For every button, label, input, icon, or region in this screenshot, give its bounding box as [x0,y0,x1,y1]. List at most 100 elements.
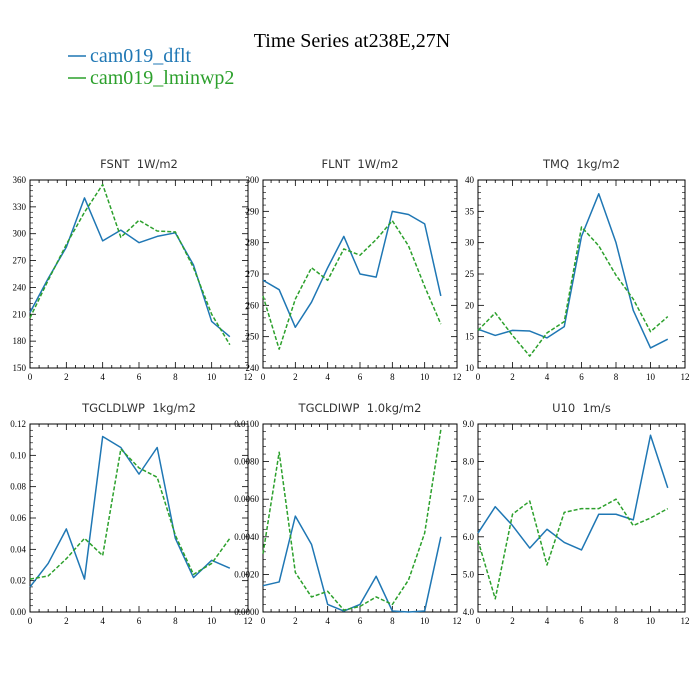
legend-label: cam019_lminwp2 [90,67,234,89]
y-tick-label: 0.04 [10,544,26,554]
y-tick-label: 360 [13,175,27,185]
x-tick-label: 12 [453,372,462,382]
series-line-cam019_lminwp2 [29,448,231,580]
x-tick-label: 0 [261,616,266,626]
x-tick-label: 2 [64,616,69,626]
y-tick-label: 270 [13,256,27,266]
y-tick-label: 330 [13,202,27,212]
x-tick-label: 10 [646,372,656,382]
x-tick-label: 0 [28,616,33,626]
x-tick-label: 10 [420,616,430,626]
y-tick-label: 0.02 [10,576,26,586]
y-tick-label: 0.0080 [234,457,259,467]
chart-panel: FSNT 1W/m2 0 2 4 6 8 10 12 150 180 210 240 270 300 330… [13,157,253,382]
y-tick-label: 6.0 [463,532,475,542]
y-tick-label: 240 [13,282,27,292]
plot-frame [29,423,249,613]
x-tick-label: 8 [390,616,395,626]
series-line-cam019_lminwp2 [477,498,669,600]
y-tick-label: 0.12 [10,419,26,429]
x-tick-label: 0 [28,372,33,382]
x-tick-label: 12 [244,616,253,626]
y-tick-label: 35 [465,206,475,216]
x-tick-label: 8 [173,616,178,626]
x-tick-label: 4 [100,372,105,382]
chart-title: TMQ 1kg/m2 [542,157,620,171]
y-tick-label: 0.0020 [234,569,259,579]
x-tick-label: 6 [358,616,363,626]
plot-frame [477,179,686,369]
x-tick-label: 2 [510,372,515,382]
y-tick-label: 40 [465,175,475,185]
legend-entry: cam019_lminwp2 [68,67,234,89]
x-tick-label: 4 [325,372,330,382]
y-tick-label: 0.08 [10,482,26,492]
y-tick-label: 0.0060 [234,494,259,504]
y-tick-label: 250 [246,332,260,342]
x-tick-label: 10 [207,616,217,626]
series-line-cam019_dflt [29,197,231,338]
y-tick-label: 5.0 [463,569,475,579]
x-tick-label: 2 [293,372,298,382]
x-tick-label: 2 [64,372,69,382]
x-tick-label: 4 [545,372,550,382]
series-line-cam019_lminwp2 [262,219,442,350]
x-tick-label: 6 [579,372,584,382]
chart-panel: TGCLDIWP 1.0kg/m20 2 4 6 8 10 120.00000.00200.… [234,401,461,626]
plot-frame [477,423,686,613]
chart-panels: FSNT 1W/m20 2 4 6 8 10 12150180210240270300330… [10,157,689,626]
y-tick-label: 150 [13,363,27,373]
x-tick-label: 8 [614,372,619,382]
x-tick-label: 8 [614,616,619,626]
legend-entry: cam019_dflt [68,45,192,67]
y-tick-label: 30 [465,238,475,248]
chart-title: TGCLDLWP 1kg/m2 [81,401,196,415]
x-tick-label: 12 [244,372,253,382]
chart-panel: U10 1m/s 0 2 4 6 8 10 12 4.0 5.0 6.0 7.0 8.0 9.0 [463,401,690,626]
y-tick-label: 280 [246,238,260,248]
y-tick-label: 9.0 [463,419,475,429]
y-tick-label: 4.0 [463,607,475,617]
x-tick-label: 12 [681,616,690,626]
y-tick-label: 25 [465,269,475,279]
x-tick-label: 10 [207,372,217,382]
y-tick-label: 0.0100 [234,419,259,429]
chart-title: U10 1m/s [552,401,611,415]
x-tick-label: 10 [646,616,656,626]
series-line-cam019_lminwp2 [477,226,669,357]
x-tick-label: 0 [261,372,266,382]
y-tick-label: 0.10 [10,450,26,460]
x-tick-label: 6 [358,372,363,382]
figure-title: Time Series at238E,27N [254,30,450,52]
y-tick-label: 0.0000 [234,607,259,617]
plot-frame [29,179,249,369]
y-tick-label: 290 [246,206,260,216]
x-tick-label: 8 [173,372,178,382]
y-tick-label: 0.00 [10,607,26,617]
chart-title: FLNT 1W/m2 [321,157,398,171]
x-tick-label: 12 [453,616,462,626]
y-tick-label: 240 [246,363,260,373]
x-tick-label: 6 [137,372,142,382]
series-line-cam019_lminwp2 [29,183,231,346]
x-tick-label: 4 [100,616,105,626]
y-tick-label: 300 [246,175,260,185]
y-tick-label: 210 [13,309,27,319]
y-tick-label: 300 [13,229,27,239]
x-tick-label: 0 [476,372,481,382]
y-tick-label: 7.0 [463,494,475,504]
y-tick-label: 260 [246,300,260,310]
x-tick-label: 10 [420,372,430,382]
series-line-cam019_dflt [262,210,442,329]
x-tick-label: 4 [325,616,330,626]
x-tick-label: 12 [681,372,690,382]
chart-panel: TMQ 1kg/m2 0 2 4 6 8 10 12 10 15 20 25 30 35 40 [465,157,690,382]
y-tick-label: 270 [246,269,260,279]
x-tick-label: 4 [545,616,550,626]
chart-title: FSNT 1W/m2 [100,157,178,171]
series-line-cam019_dflt [477,193,669,349]
x-tick-label: 2 [293,616,298,626]
